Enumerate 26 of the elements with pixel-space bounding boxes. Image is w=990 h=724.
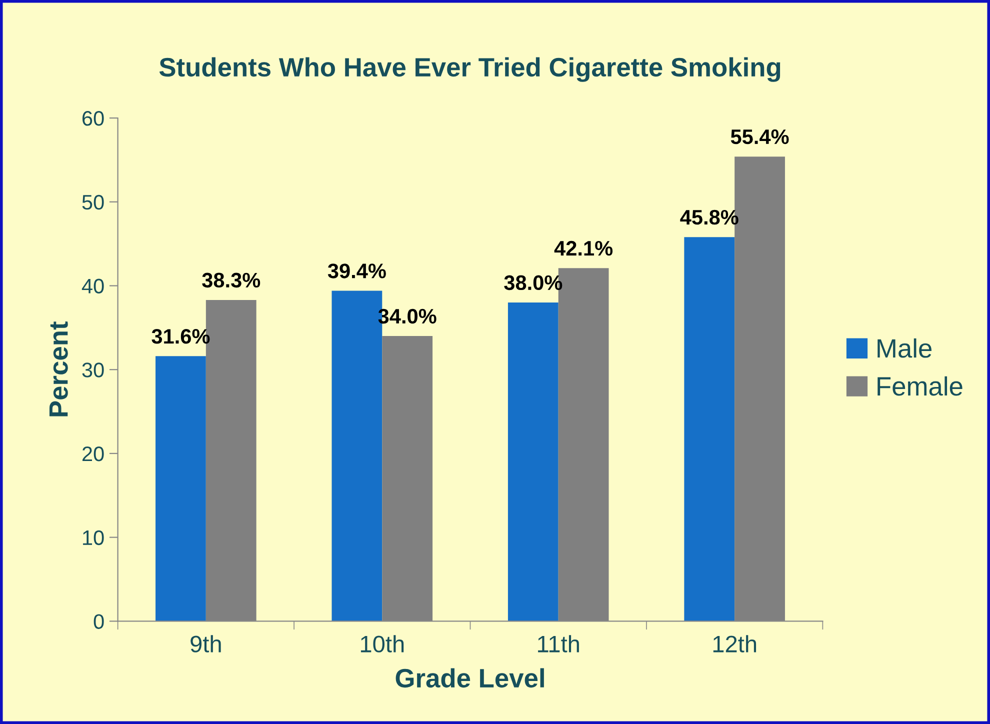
x-tick-label: 11th	[538, 635, 579, 652]
bar	[156, 356, 206, 622]
data-label: 38.3%	[202, 272, 260, 288]
y-tick-label: 10	[83, 530, 104, 546]
x-tick-label: 9th	[190, 635, 221, 652]
bar	[508, 302, 558, 622]
legend-label: Male	[878, 338, 932, 358]
x-tick-label: 10th	[360, 635, 404, 652]
x-tick-label: 12th	[713, 635, 756, 652]
y-axis-title: Percent	[49, 322, 68, 416]
y-tick-label: 50	[82, 194, 104, 210]
data-label: 31.6%	[152, 328, 210, 344]
y-tick-label: 30	[82, 362, 104, 378]
data-label: 39.4%	[328, 264, 386, 278]
y-tick-label: 20	[82, 446, 104, 462]
y-tick-label: 0	[94, 614, 104, 629]
legend-label: Female	[878, 376, 962, 396]
chart-title: Students Who Have Ever Tried Cigarette Smoking	[159, 57, 780, 82]
data-label: 38.0%	[504, 275, 562, 290]
y-tick-label: 60	[82, 111, 104, 126]
bar	[684, 237, 735, 622]
data-label: 55.4%	[730, 129, 789, 144]
y-tick-label: 40	[82, 278, 104, 294]
data-label: 42.1%	[554, 240, 613, 256]
x-axis-title: Grade Level	[396, 668, 544, 688]
data-label: 45.8%	[680, 210, 738, 225]
